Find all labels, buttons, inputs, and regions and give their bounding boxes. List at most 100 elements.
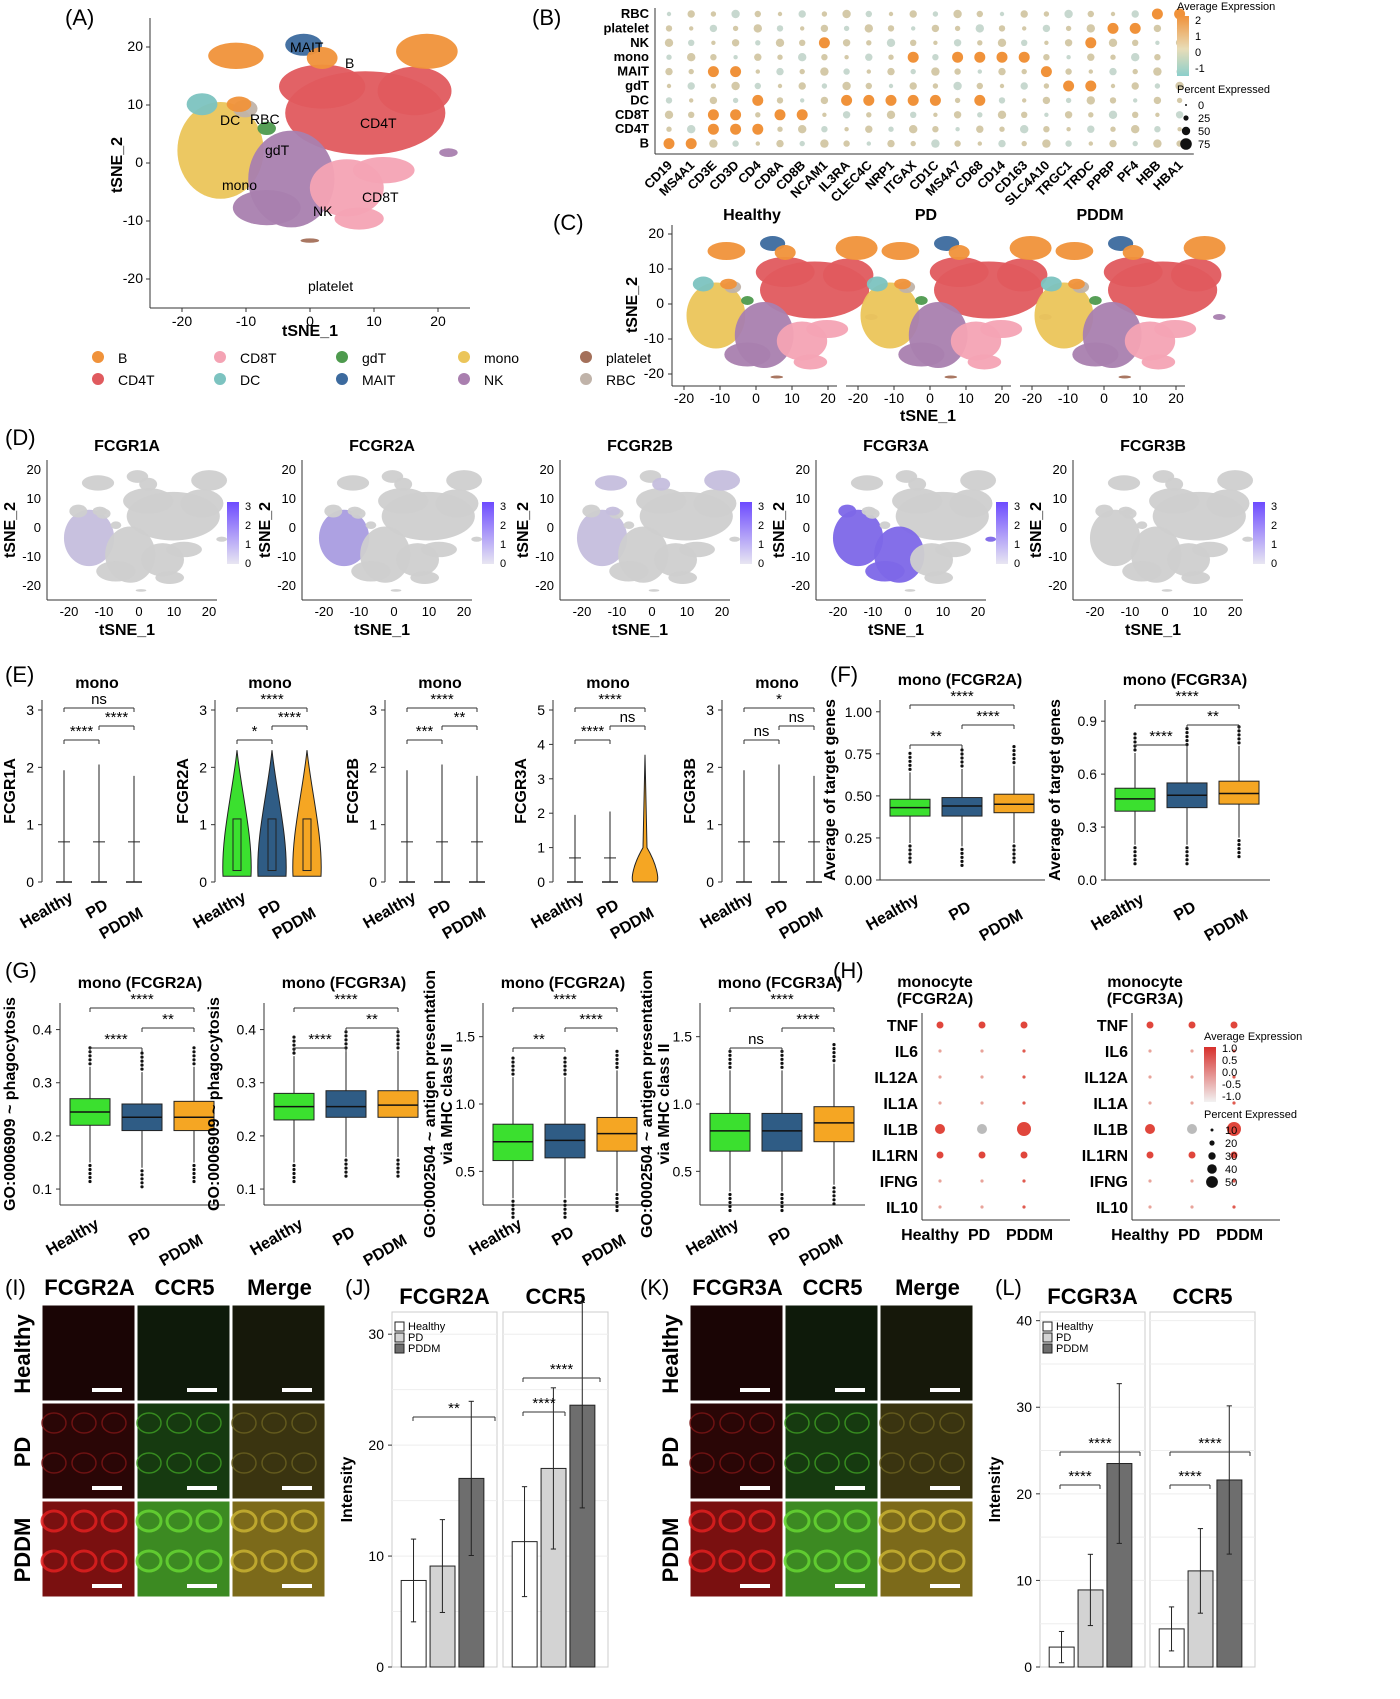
dot-b-point	[1110, 83, 1116, 89]
box-g3-title: mono (FCGR2A)	[501, 975, 625, 992]
box-f1-outlier	[960, 855, 964, 859]
tsne-a-cluster-label: RBC	[250, 111, 280, 127]
dot-b-point	[818, 37, 830, 49]
dot-b-point	[998, 97, 1006, 104]
violin-title: mono	[75, 675, 119, 692]
dot-h-point	[1232, 1075, 1236, 1079]
dot-b-point	[976, 82, 983, 90]
fc-map-fcgr2a-cluster-platelet-17	[390, 589, 402, 592]
tsne-c-pddm-cluster-nk-18	[1213, 314, 1226, 320]
box-g1-outlier	[192, 1179, 196, 1184]
micro-k-cell	[688, 1549, 716, 1573]
dot-b-row-label: MAIT	[617, 64, 649, 79]
fc-map-colorbar	[1253, 502, 1265, 564]
tsne-a-y-tick-label: 0	[135, 154, 143, 170]
violin-sig: *	[776, 691, 782, 708]
dot-h-point	[1146, 1021, 1154, 1029]
violin-y-tick-label: 1	[26, 817, 34, 833]
box-g4-outlier	[780, 1065, 784, 1069]
dot-b-point	[1087, 10, 1095, 18]
box-g4-outlier	[780, 1204, 784, 1209]
fc-map-fcgr2b-cluster-b-15	[605, 506, 620, 516]
dot-h-col-label: Healthy	[1111, 1227, 1169, 1244]
dot-h-row-label: IL1RN	[1082, 1148, 1128, 1165]
panel-label-K: (K)	[640, 1275, 669, 1300]
box-f1-box	[993, 793, 1035, 814]
box-g3-outlier	[511, 1215, 515, 1219]
dot-b-point	[689, 98, 694, 103]
tsne-a-cluster-platelet-17	[300, 238, 320, 243]
box-g1-outlier	[140, 1067, 144, 1071]
box-g1-outlier	[140, 1173, 144, 1177]
micro-k-cell	[784, 1452, 810, 1474]
box-f2-outlier	[1185, 858, 1189, 862]
box-f1-y-tick-label: 0.00	[845, 872, 872, 888]
micro-i-scale-bar	[92, 1584, 122, 1588]
fc-map-fcgr3a-cluster-cd8t-12	[924, 571, 954, 585]
box-f1-x-label: PDDM	[977, 907, 1026, 945]
fc-map-fcgr3a-cluster-nk-18	[985, 536, 997, 542]
dot-b-point	[731, 81, 740, 91]
box-g4-x-label: PDDM	[797, 1232, 846, 1270]
panel-label-J: (J)	[345, 1275, 371, 1300]
fc-map-fcgr2a-cluster-b-6	[394, 477, 413, 491]
dot-b-point	[843, 140, 850, 147]
box-g1-outlier	[88, 1167, 92, 1172]
fc-map-fcgr2a-cluster-nk-9	[351, 561, 391, 582]
box-f1-y-tick-label: 0.50	[845, 788, 872, 804]
fc-map-y-tick-label: -10	[277, 549, 296, 564]
box-g1-outlier	[192, 1054, 196, 1058]
violin-box	[267, 818, 277, 872]
box-f1-title: mono (FCGR2A)	[898, 672, 1022, 689]
tsne-a-y-tick-label: -10	[123, 212, 143, 228]
box-g2-outlier	[292, 1163, 296, 1168]
box-f2-outlier	[1133, 846, 1137, 850]
dot-h-row-label: IFNG	[1090, 1174, 1128, 1191]
micro-i-cell	[40, 1509, 68, 1533]
micro-i-cell	[196, 1452, 222, 1474]
violin-ylabel: FCGR1A	[2, 758, 19, 824]
dot-b-point	[710, 54, 717, 61]
tsne-c-pddm-cluster-cd8t-11	[1154, 320, 1197, 338]
micro-i-cell	[100, 1509, 128, 1533]
violin-shape	[631, 754, 659, 883]
fc-map-y-tick-label: 20	[27, 462, 41, 477]
dot-b-point	[665, 67, 673, 76]
dot-b-point	[1020, 39, 1028, 46]
dot-h-title: (FCGR3A)	[1107, 991, 1183, 1008]
dot-b-point	[1065, 25, 1072, 32]
fc-map-fcgr1a-cluster-b-3	[191, 470, 228, 491]
fc-map-x-tick-label: 10	[167, 604, 181, 619]
box-g2-outlier	[396, 1166, 400, 1170]
violin-y-tick-label: 0	[199, 874, 207, 890]
tsne-a-cluster-b-15	[226, 96, 252, 112]
tsne-c-healthy-cluster-dc-13	[692, 276, 714, 292]
box-f1-outlier	[908, 856, 912, 860]
box-g3-outlier	[563, 1207, 567, 1211]
fc-map-x-tick-label: -20	[829, 604, 848, 619]
box-f2-sig: ****	[1175, 688, 1199, 705]
dot-b-point	[843, 25, 850, 32]
fc-map-x-tick-label: 0	[135, 604, 142, 619]
dot-b-point	[910, 39, 917, 46]
dot-h-row-label: IL6	[895, 1044, 918, 1061]
dot-b-point	[954, 25, 961, 32]
dot-b-pct-dot	[1185, 104, 1187, 106]
dot-h-point	[1022, 1179, 1026, 1183]
box-g2-outlier	[292, 1035, 296, 1039]
dot-h-point	[1190, 1205, 1194, 1209]
dot-h-point	[1230, 1021, 1238, 1029]
bar-j1-y-tick-label: 20	[368, 1437, 384, 1453]
dot-b-point	[707, 109, 719, 121]
dot-b-row-label: NK	[630, 35, 649, 50]
dot-h-colorbar	[1204, 1047, 1216, 1102]
tsne-c-pd-cluster-cd8t-12	[967, 354, 1002, 370]
box-f2-outlier	[1237, 843, 1241, 847]
dot-b-point	[709, 96, 718, 105]
dot-h-pct-label: 40	[1225, 1164, 1237, 1176]
box-g1-outlier	[140, 1051, 144, 1055]
dot-b-row-label: RBC	[621, 6, 650, 21]
dot-b-point	[954, 97, 961, 104]
dot-b-point	[886, 38, 896, 47]
